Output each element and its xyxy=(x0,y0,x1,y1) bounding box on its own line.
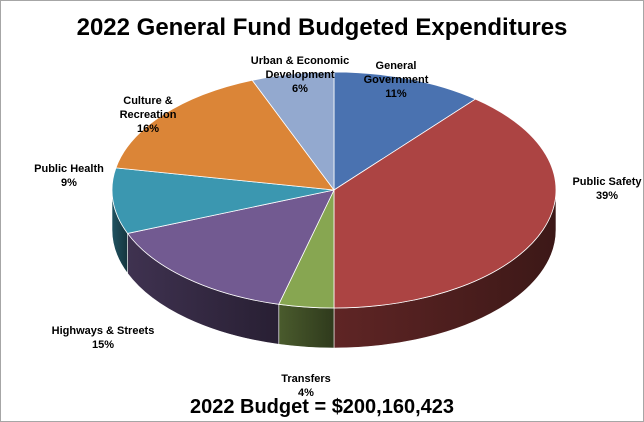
data-label: Transfers 4% xyxy=(281,373,331,399)
pie-slice xyxy=(333,98,557,309)
data-label: Culture & Recreation 16% xyxy=(120,95,177,135)
pie-slice-side xyxy=(278,303,335,349)
pie-sides xyxy=(111,189,557,349)
chart-title: 2022 General Fund Budgeted Expenditures xyxy=(76,14,568,41)
data-label: Highways & Streets 15% xyxy=(52,325,155,351)
pie-slice xyxy=(115,79,335,191)
data-label: Public Safety 39% xyxy=(572,176,642,202)
data-labels: General Government 11% Public Safety 39% Tran… xyxy=(34,55,642,399)
pie-tops xyxy=(111,71,557,309)
data-label: General Government 11% xyxy=(364,60,429,100)
pie-slice xyxy=(126,189,335,305)
data-label: Urban & Economic Development 6% xyxy=(251,55,349,95)
pie-slice xyxy=(333,71,477,191)
pie-slice xyxy=(251,71,335,192)
budget-total: 2022 Budget = $200,160,423 xyxy=(189,396,455,418)
pie-slice xyxy=(111,167,335,234)
data-label: Public Health 9% xyxy=(34,163,104,189)
